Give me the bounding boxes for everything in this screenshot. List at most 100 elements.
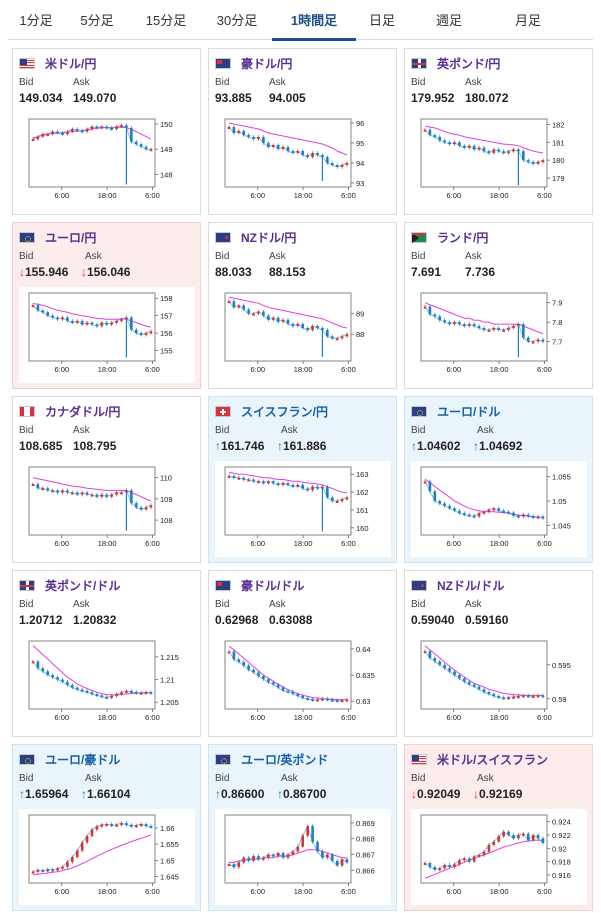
candle xyxy=(443,865,446,869)
price-chart[interactable]: 1.215 1.21 1.205 6:00 18:00 6:00 xyxy=(19,635,195,731)
y-tick-label: 1.21 xyxy=(160,676,175,685)
ask-value: 1.20832 xyxy=(73,613,116,627)
candle xyxy=(61,132,64,135)
candle xyxy=(75,492,79,495)
chart-frame xyxy=(224,814,352,884)
y-tick-label: 148 xyxy=(160,170,173,179)
x-tick-label: 6:00 xyxy=(250,713,265,722)
x-tick-label: 18:00 xyxy=(98,365,117,374)
currency-pair-name[interactable]: ユーロ/豪ドル xyxy=(45,752,121,767)
candle xyxy=(120,692,123,695)
au-flag-icon xyxy=(215,579,231,591)
eu-flag-icon xyxy=(19,753,35,765)
currency-card[interactable]: カナダドル/円 Bid Ask 108.685 108.795 110 109 108 6:00… xyxy=(12,396,201,563)
candle xyxy=(301,484,305,489)
candle xyxy=(61,490,64,493)
currency-card[interactable]: ユーロ/ドル Bid Ask ↑1.04602 ↑1.04692 1.055 1.05 1.0… xyxy=(404,396,593,563)
price-chart[interactable]: 110 109 108 6:00 18:00 6:00 xyxy=(19,461,195,557)
currency-pair-name[interactable]: 英ポンド/円 xyxy=(437,56,501,71)
price-chart[interactable]: 89 88 6:00 18:00 6:00 xyxy=(215,287,391,383)
currency-card[interactable]: ランド/円 Bid Ask 7.691 7.736 7.9 7.8 7.7 6:00 18:00 6… xyxy=(404,222,593,389)
currency-pair-name[interactable]: NZドル/円 xyxy=(241,230,297,245)
currency-card[interactable]: 米ドル/円 Bid Ask 149.034 149.070 150 149 148 6:00 18… xyxy=(12,48,201,215)
candle xyxy=(335,860,339,866)
currency-pair-name[interactable]: ユーロ/英ポンド xyxy=(241,752,329,767)
price-chart[interactable]: 158 157 156 155 6:00 18:00 6:00 xyxy=(19,287,195,383)
candle xyxy=(507,327,510,330)
candle xyxy=(71,320,74,323)
x-tick-label: 6:00 xyxy=(54,365,69,374)
candle xyxy=(36,136,40,140)
bid-value-text: 1.04602 xyxy=(417,439,461,453)
candle xyxy=(267,679,270,683)
candle xyxy=(61,317,64,320)
candle xyxy=(497,836,501,842)
ask-value-text: 1.20832 xyxy=(73,613,117,627)
bid-value-text: 179.952 xyxy=(411,91,455,105)
currency-card[interactable]: ユーロ/豪ドル Bid Ask ↑1.65964 ↑1.66104 1.66 1.655 1.… xyxy=(12,744,201,911)
candle xyxy=(31,305,35,308)
currency-card[interactable]: NZドル/ドル Bid Ask 0.59040 0.59160 0.595 0.59 6:00… xyxy=(404,570,593,737)
candle xyxy=(85,322,89,325)
tab-6[interactable]: 日足 xyxy=(368,13,395,28)
chart-frame xyxy=(28,466,156,536)
price-chart[interactable]: 150 149 148 6:00 18:00 6:00 xyxy=(19,113,195,209)
price-chart[interactable]: 0.924 0.922 0.92 0.918 0.916 6:00 18:00 6:00 xyxy=(411,809,587,905)
candle xyxy=(301,151,305,155)
y-tick-label: 0.916 xyxy=(552,871,571,880)
tab-5[interactable]: 1時間足 xyxy=(272,4,356,41)
candle xyxy=(522,324,525,338)
currency-pair-name[interactable]: カナダドル/円 xyxy=(45,404,121,419)
currency-card[interactable]: 豪ドル/円 Bid Ask 93.885 94.005 96 95 94 93 6:00 18:00… xyxy=(208,48,397,215)
candle xyxy=(105,322,109,325)
currency-card[interactable]: ユーロ/円 Bid Ask ↓155.946 ↓156.046 158 157 156 155 6… xyxy=(12,222,201,389)
price-chart[interactable]: 96 95 94 93 6:00 18:00 6:00 xyxy=(215,113,391,209)
ask-value-text: 94.005 xyxy=(269,91,306,105)
candle xyxy=(262,137,265,143)
price-chart[interactable]: 0.869 0.868 0.867 0.866 6:00 18:00 6:00 xyxy=(215,809,391,905)
price-chart[interactable]: 0.595 0.59 6:00 18:00 6:00 xyxy=(411,635,587,731)
price-chart[interactable]: 0.64 0.635 0.63 6:00 18:00 6:00 xyxy=(215,635,391,731)
price-chart[interactable]: 7.9 7.8 7.7 6:00 18:00 6:00 xyxy=(411,287,587,383)
candle xyxy=(433,658,437,662)
tab-3[interactable]: 15分足 xyxy=(145,13,187,28)
price-chart[interactable]: 1.055 1.05 1.045 6:00 18:00 6:00 xyxy=(411,461,587,557)
tab-7[interactable]: 週足 xyxy=(435,13,462,28)
price-chart[interactable]: 163 162 161 160 6:00 18:00 6:00 xyxy=(215,461,391,557)
timeframe-tabs: 1分足 5分足 15分足 30分足 1時間足 日足 週足 月足 xyxy=(8,4,593,41)
currency-card[interactable]: スイスフラン/円 Bid Ask ↑161.746 ↑161.886 163 162 161 1… xyxy=(208,396,397,563)
currency-pair-name[interactable]: スイスフラン/円 xyxy=(241,404,328,419)
candle xyxy=(428,863,432,867)
x-tick-label: 18:00 xyxy=(98,191,117,200)
currency-pair-name[interactable]: NZドル/ドル xyxy=(437,578,505,593)
y-tick-label: 1.045 xyxy=(552,521,571,530)
currency-pair-name[interactable]: 豪ドル/ドル xyxy=(241,578,305,593)
currency-pair-name[interactable]: ランド/円 xyxy=(437,230,489,245)
candle xyxy=(502,831,505,837)
bid-value: ↑161.746 xyxy=(215,439,264,453)
currency-card[interactable]: 豪ドル/ドル Bid Ask 0.62968 0.63088 0.64 0.635 0.63 6… xyxy=(208,570,397,737)
currency-card[interactable]: 英ポンド/ドル Bid Ask 1.20712 1.20832 1.215 1.21 1.20… xyxy=(12,570,201,737)
tab-2[interactable]: 5分足 xyxy=(80,13,114,28)
currency-card[interactable]: NZドル/円 Bid Ask 88.033 88.153 89 88 6:00 18:00 6:0… xyxy=(208,222,397,389)
currency-card[interactable]: 英ポンド/円 Bid Ask 179.952 180.072 182 181 180 179 6:… xyxy=(404,48,593,215)
ask-value: 108.795 xyxy=(73,439,116,453)
currency-pair-name[interactable]: 米ドル/スイスフラン xyxy=(437,752,548,767)
candle xyxy=(252,479,255,482)
currency-pair-name[interactable]: 豪ドル/円 xyxy=(241,56,293,71)
candle xyxy=(257,311,260,314)
currency-pair-name[interactable]: 米ドル/円 xyxy=(45,56,97,71)
candle xyxy=(443,664,446,669)
currency-pair-name[interactable]: ユーロ/ドル xyxy=(437,404,501,419)
currency-pair-name[interactable]: 英ポンド/ドル xyxy=(45,578,121,593)
tab-4[interactable]: 30分足 xyxy=(216,13,258,28)
tab-8[interactable]: 月足 xyxy=(514,13,541,28)
tab-1[interactable]: 1分足 xyxy=(19,13,53,28)
currency-pair-name[interactable]: ユーロ/円 xyxy=(45,230,97,245)
currency-card[interactable]: ユーロ/英ポンド Bid Ask ↑0.86600 ↑0.86700 0.869 0.868… xyxy=(208,744,397,911)
candle xyxy=(144,333,148,336)
currency-card[interactable]: 米ドル/スイスフラン Bid Ask ↓0.92049 ↓0.92169 0.924 0.9… xyxy=(404,744,593,911)
price-chart[interactable]: 1.66 1.655 1.65 1.645 6:00 18:00 6:00 xyxy=(19,809,195,905)
price-chart[interactable]: 182 181 180 179 6:00 18:00 6:00 xyxy=(411,113,587,209)
